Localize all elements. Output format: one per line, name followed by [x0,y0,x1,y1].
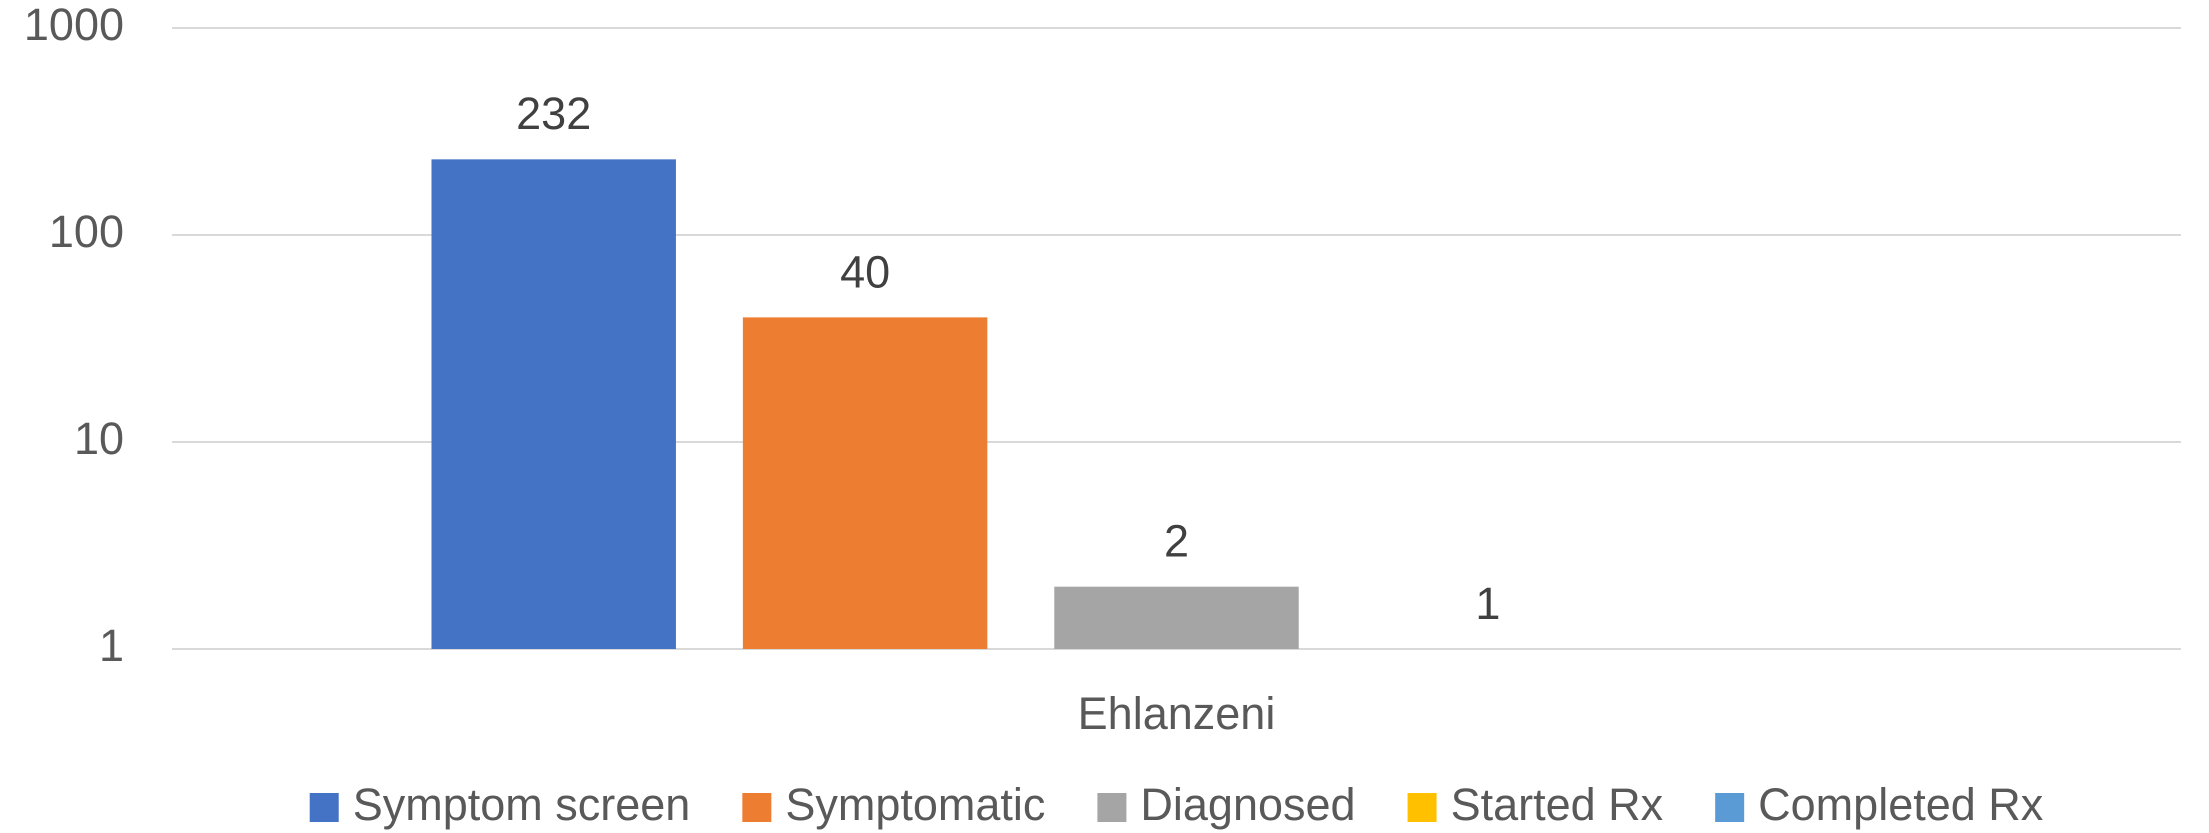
data-label: 232 [516,88,591,139]
data-label: 1 [1475,578,1500,629]
legend-label: Completed Rx [1758,779,2044,830]
y-tick-label: 1 [99,620,124,671]
y-tick-label: 1000 [24,0,124,50]
y-tick-label: 100 [49,206,124,257]
data-label: 2 [1164,516,1189,567]
legend-swatch [1097,793,1127,822]
legend-label: Started Rx [1451,779,1664,830]
legend-label: Symptomatic [785,779,1045,830]
legend-label: Symptom screen [353,779,691,830]
y-tick-label: 10 [74,413,124,464]
legend-swatch [309,793,339,822]
legend-swatch [742,793,772,822]
x-tick-label: Ehlanzeni [1078,688,1276,739]
data-label: 40 [840,246,890,297]
legend-label: Diagnosed [1140,779,1355,830]
bar [1054,586,1299,649]
legend-swatch [1715,793,1745,822]
bar [431,159,676,649]
legend-swatch [1407,793,1437,822]
bar [742,317,988,649]
